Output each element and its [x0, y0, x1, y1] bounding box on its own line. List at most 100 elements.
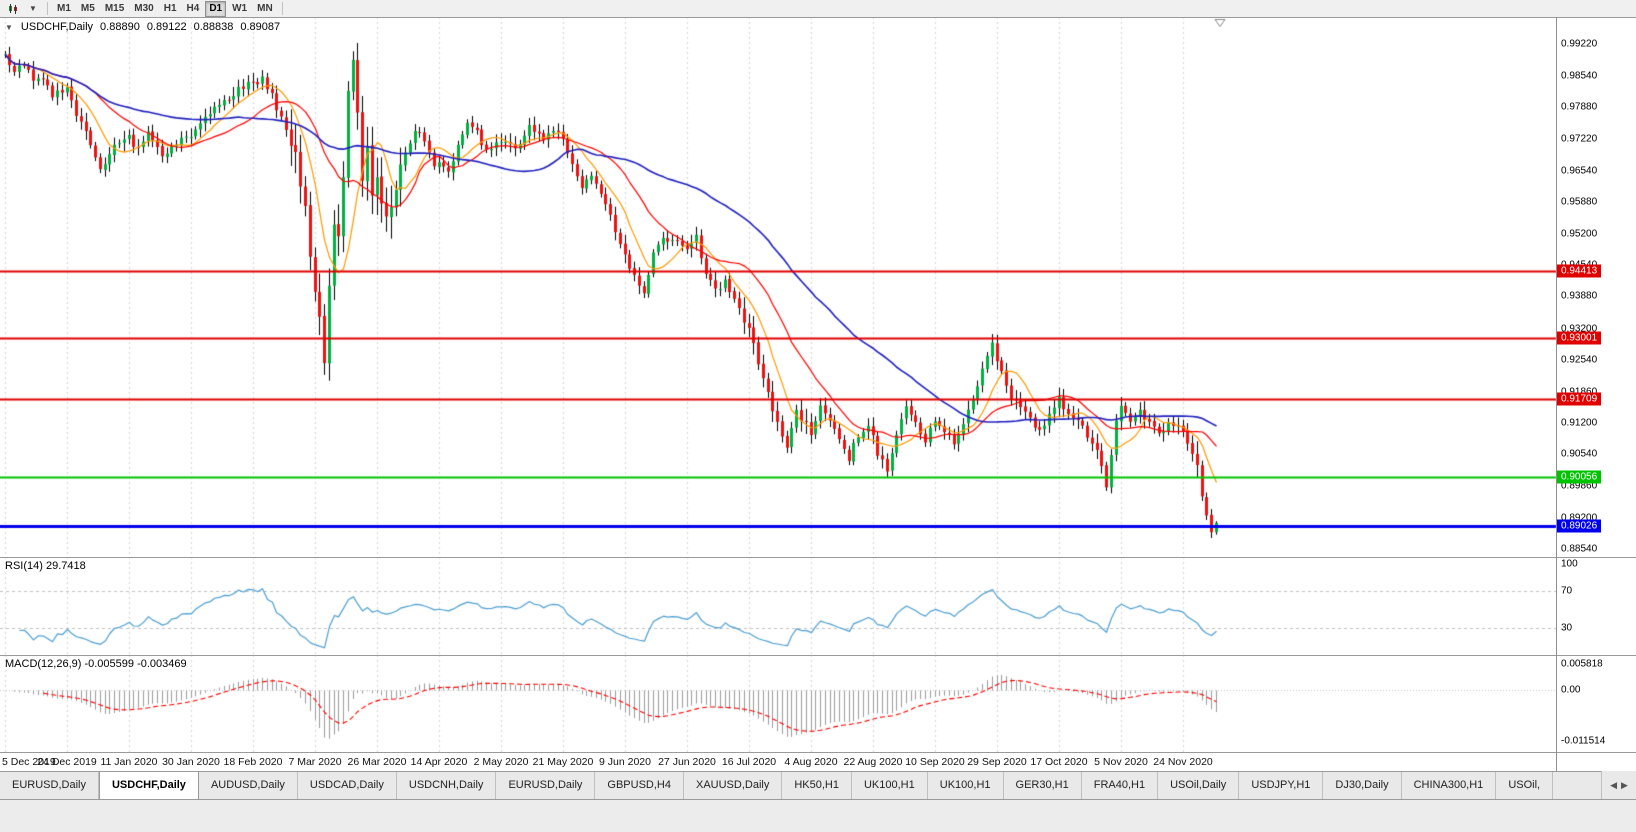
price-axis-tick: 0.89860: [1561, 480, 1598, 492]
date-label: 27 Jun 2020: [658, 756, 716, 768]
chart-tab-eurusd-daily-5[interactable]: EURUSD,Daily: [496, 771, 596, 799]
toolbar-separator: [281, 2, 283, 15]
date-label: 29 Sep 2020: [967, 756, 1027, 768]
date-label: 7 Mar 2020: [288, 756, 342, 768]
chart-tab-fra40-h1-12[interactable]: FRA40,H1: [1081, 771, 1159, 799]
chart-tab-audusd-daily-2[interactable]: AUDUSD,Daily: [198, 771, 298, 799]
date-label: 16 Jul 2020: [721, 756, 777, 768]
date-axis[interactable]: 5 Dec 2019 24 Dec 2019 11 Jan 2020 30 Jan 2…: [0, 752, 1636, 771]
rsi-axis-tick: 30: [1561, 622, 1573, 634]
rsi-panel: [0, 557, 1636, 655]
ohlc-close: 0.89087: [240, 21, 281, 33]
tab-scroll-left-icon[interactable]: ◀: [1610, 779, 1617, 790]
chart-tab-bar: EURUSD,Daily USDCHF,Daily AUDUSD,Daily USDC…: [0, 771, 1636, 799]
timeframe-button-H1[interactable]: H1: [163, 3, 177, 14]
panel-separator: [0, 771, 1636, 772]
chart-tab-hk50-h1-8[interactable]: HK50,H1: [782, 771, 852, 799]
date-label: 17 Oct 2020: [1030, 756, 1088, 768]
chart-type-caret-button[interactable]: ▼: [24, 0, 42, 17]
ohlc-high: 0.89122: [146, 21, 187, 33]
macd-panel: [0, 655, 1636, 752]
chart-tab-ger30-h1-11[interactable]: GER30,H1: [1003, 771, 1082, 799]
chart-tab-usdjpy-h1-14[interactable]: USDJPY,H1: [1239, 771, 1324, 799]
chart-tab-usdcnh-daily-4[interactable]: USDCNH,Daily: [396, 771, 497, 799]
macd-axis-tick: -0.011514: [1561, 735, 1606, 747]
tab-scroll-right-icon[interactable]: ▶: [1621, 779, 1628, 790]
price-line-tag[interactable]: 0.91709: [1557, 392, 1602, 406]
timeframe-button-M15[interactable]: M15: [104, 3, 125, 14]
price-axis-tick: 0.90540: [1561, 448, 1598, 460]
date-label: 9 Jun 2020: [599, 756, 651, 768]
panel-separator[interactable]: [0, 655, 1636, 656]
price-axis-tick: 0.91860: [1561, 386, 1597, 397]
chart-title: ▼ USDCHF,Daily 0.88890 0.89122 0.88838 0…: [5, 21, 280, 33]
chart-tab-eurusd-daily-0[interactable]: EURUSD,Daily: [0, 771, 99, 799]
price-line-tag[interactable]: 0.93001: [1557, 331, 1602, 345]
price-axis-tick: 0.91200: [1561, 417, 1598, 429]
price-axis-tick: 0.98540: [1561, 70, 1598, 82]
chart-tab-usoil--17[interactable]: USOil,: [1496, 771, 1554, 799]
timeframe-button-W1[interactable]: W1: [232, 3, 248, 14]
timeframe-button-D1[interactable]: D1: [205, 0, 227, 17]
candlestick-chart-icon: [9, 3, 17, 14]
ohlc-low: 0.88838: [193, 21, 234, 33]
chart-tab-china300-h1-16[interactable]: CHINA300,H1: [1401, 771, 1497, 799]
ohlc-open: 0.88890: [100, 21, 140, 33]
price-axis-tick: 0.97880: [1561, 101, 1598, 113]
date-label: 11 Jan 2020: [100, 756, 158, 768]
price-line-tag[interactable]: 0.90056: [1557, 470, 1602, 484]
date-label: 18 Feb 2020: [223, 756, 283, 768]
rsi-axis-tick: 100: [1561, 558, 1578, 570]
panel-separator[interactable]: [0, 557, 1636, 558]
date-label: 22 Aug 2020: [843, 756, 903, 768]
price-line-tag[interactable]: 0.94413: [1557, 264, 1602, 278]
rsi-canvas[interactable]: [0, 557, 1636, 655]
panel-separator: [0, 17, 1636, 18]
timeframe-button-M30[interactable]: M30: [134, 3, 154, 14]
price-axis-tick: 0.92540: [1561, 354, 1598, 366]
price-axis-tick: 0.93200: [1561, 323, 1598, 335]
toolbar-separator: [47, 2, 48, 15]
price-axis-tick: 0.93880: [1561, 290, 1598, 302]
panel-separator: [0, 752, 1636, 753]
macd-label: MACD(12,26,9) -0.005599 -0.003469: [5, 658, 187, 670]
chart-tab-uk100-h1-10[interactable]: UK100,H1: [927, 771, 1004, 799]
chart-tab-gbpusd-h4-6[interactable]: GBPUSD,H4: [595, 771, 684, 799]
date-label: 4 Aug 2020: [784, 756, 838, 768]
timeframe-button-M1[interactable]: M1: [57, 3, 71, 14]
timeframe-button-H4[interactable]: H4: [186, 3, 200, 14]
date-label: 2 May 2020: [473, 756, 529, 768]
price-axis-tick: 0.95880: [1561, 196, 1598, 208]
timeframe-button-M5[interactable]: M5: [80, 3, 95, 14]
macd-canvas[interactable]: [0, 655, 1636, 752]
chart-tab-usdchf-daily-1[interactable]: USDCHF,Daily: [98, 771, 199, 799]
top-toolbar: ▼ M1 M5 M15 M30 H1 H4 D1 W1 MN: [0, 0, 1636, 17]
price-line-tag[interactable]: 0.89026: [1557, 519, 1602, 533]
chart-tab-usdcad-daily-3[interactable]: USDCAD,Daily: [297, 771, 397, 799]
macd-axis-tick: 0.005818: [1561, 658, 1603, 670]
chart-tab-usoil-daily-13[interactable]: USOil,Daily: [1158, 771, 1240, 799]
chart-symbol-label: USDCHF,Daily: [20, 21, 94, 33]
status-strip: [0, 799, 1636, 832]
timeframe-buttons: M1 M5 M15 M30 H1 H4 D1 W1 MN: [52, 0, 278, 17]
collapse-arrow-icon[interactable]: ▼: [5, 22, 13, 32]
price-axis-tick: 0.99220: [1561, 38, 1598, 50]
price-chart-canvas[interactable]: [0, 17, 1636, 557]
rsi-label: RSI(14) 29.7418: [5, 560, 86, 572]
chart-tab-uk100-h1-9[interactable]: UK100,H1: [851, 771, 928, 799]
main-chart-panel: [0, 17, 1636, 557]
price-axis-tick: 0.95200: [1561, 228, 1598, 240]
chart-tab-xauusd-daily-7[interactable]: XAUUSD,Daily: [683, 771, 783, 799]
date-label: 30 Jan 2020: [162, 756, 220, 768]
macd-axis-tick: 0.00: [1561, 684, 1581, 696]
rsi-axis-tick: 70: [1561, 585, 1573, 597]
panel-separator: [0, 799, 1636, 800]
chart-tab-dj30-daily-15[interactable]: DJ30,Daily: [1323, 771, 1402, 799]
caret-down-icon: ▼: [29, 3, 37, 13]
timeframe-button-MN[interactable]: MN: [257, 3, 273, 14]
chart-type-button[interactable]: [4, 0, 22, 17]
date-label: 24 Dec 2019: [37, 756, 97, 768]
price-axis-separator[interactable]: [1556, 17, 1557, 771]
date-label: 5 Nov 2020: [1094, 756, 1148, 768]
